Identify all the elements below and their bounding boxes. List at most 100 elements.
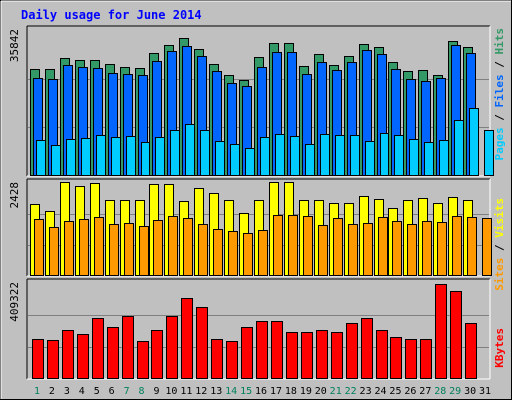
legend-sep: / [493,108,506,128]
day-label-10: 10 [165,386,177,397]
bar-sites-day-3 [64,221,74,276]
bar-kbytes-day-6 [107,327,119,379]
bar-kbytes-day-30 [465,323,477,379]
bar-pages-day-20 [320,134,330,176]
bar-pages-day-2 [51,145,61,176]
bar-sites-day-24 [378,217,388,276]
bar-kbytes-day-20 [316,330,328,379]
y-max-label-kbytes: 409322 [8,282,21,322]
bar-kbytes-day-13 [211,339,223,379]
bar-kbytes-day-1 [32,339,44,379]
bar-pages-day-12 [200,130,210,176]
bar-sites-day-19 [303,216,313,276]
bar-sites-day-28 [437,222,447,276]
bar-kbytes-day-10 [166,316,178,379]
day-label-8: 8 [139,386,145,397]
y-max-label-visits-sites: 2428 [8,182,21,209]
panel-kbytes: 409322 [8,278,491,380]
day-label-18: 18 [285,386,297,397]
bar-sites-day-6 [109,224,119,276]
bar-kbytes-day-17 [271,321,283,379]
bar-kbytes-day-22 [346,323,358,379]
bar-sites-day-23 [363,223,373,276]
bar-pages-day-18 [290,136,300,176]
day-label-14: 14 [225,386,237,397]
legend-visits: Visits [493,198,506,238]
day-label-27: 27 [419,386,431,397]
legend-sep: / [493,55,506,75]
day-label-5: 5 [94,386,100,397]
bar-kbytes-day-25 [390,337,402,379]
legend-kbytes: KBytes [493,328,506,368]
bar-pages-day-19 [305,144,315,176]
bar-sites-day-17 [273,215,283,276]
y-max-label-hits-files-pages: 35842 [8,29,21,62]
bar-sites-day-22 [348,224,358,276]
day-label-25: 25 [389,386,401,397]
bar-kbytes-day-24 [376,330,388,379]
legend-pages: Pages [493,127,506,160]
bar-sites-day-13 [213,229,223,276]
day-label-20: 20 [315,386,327,397]
bar-kbytes-day-12 [196,307,208,379]
bar-pages-day-6 [111,137,121,176]
bar-kbytes-day-14 [226,341,238,379]
legend-visits-sites: Sites / Visits [493,198,506,291]
bar-sites-day-30 [467,217,477,276]
bar-sites-day-12 [198,224,208,276]
chart-panels: 35842 2428 409322 [8,25,494,380]
legend-kbytes: KBytes [493,328,506,368]
bar-pages-day-11 [185,124,195,176]
day-label-16: 16 [255,386,267,397]
bar-sites-day-15 [243,233,253,276]
bar-kbytes-day-21 [331,332,343,379]
day-label-28: 28 [434,386,446,397]
bar-kbytes-day-4 [77,334,89,379]
day-label-17: 17 [270,386,282,397]
day-label-7: 7 [124,386,130,397]
bar-pages-day-17 [275,134,285,176]
bar-pages-day-7 [126,136,136,176]
bar-pages-day-27 [424,142,434,176]
bar-kbytes-day-26 [405,339,417,379]
bar-sites-day-11 [183,218,193,276]
bar-pages-day-28 [439,140,449,176]
bar-sites-day-2 [49,227,59,276]
bar-kbytes-day-5 [92,318,104,379]
bar-pages-day-9 [155,137,165,176]
bar-pages-day-31 [484,130,494,176]
bar-pages-day-29 [454,120,464,176]
bar-kbytes-day-16 [256,321,268,379]
bar-kbytes-day-23 [361,318,373,379]
bar-sites-day-9 [153,220,163,276]
x-axis-day-labels: 1 2 3 4 5 6 7 8 9 10 11 12 13 14 15 16 17 18 19 20 21 22 23 24 2… [34,386,491,397]
legend-hits-files-pages: Pages / Files / Hits [493,28,506,161]
day-label-13: 13 [210,386,222,397]
bar-sites-day-14 [228,231,238,276]
bar-pages-day-4 [81,138,91,176]
bar-sites-day-8 [139,226,149,276]
bar-sites-day-31 [482,218,492,276]
bar-kbytes-day-3 [62,330,74,379]
bar-pages-day-30 [469,108,479,176]
bar-pages-day-22 [350,135,360,176]
day-label-15: 15 [240,386,252,397]
bar-pages-day-10 [170,130,180,176]
day-label-31: 31 [479,386,491,397]
bar-sites-day-7 [124,223,134,276]
day-label-22: 22 [345,386,357,397]
bar-kbytes-day-9 [151,330,163,379]
day-label-2: 2 [49,386,55,397]
series-legend-labels: Pages / Files / Hits Sites / Visits KBytes [493,28,506,368]
bar-kbytes-day-28 [435,284,447,379]
bar-pages-day-21 [335,135,345,176]
bar-sites-day-1 [34,219,44,276]
bar-sites-day-18 [288,215,298,276]
bar-sites-day-10 [168,216,178,276]
bar-sites-day-29 [452,216,462,276]
day-label-9: 9 [153,386,159,397]
day-label-19: 19 [300,386,312,397]
bar-kbytes-day-19 [301,332,313,379]
bar-pages-day-26 [409,139,419,176]
day-label-21: 21 [330,386,342,397]
